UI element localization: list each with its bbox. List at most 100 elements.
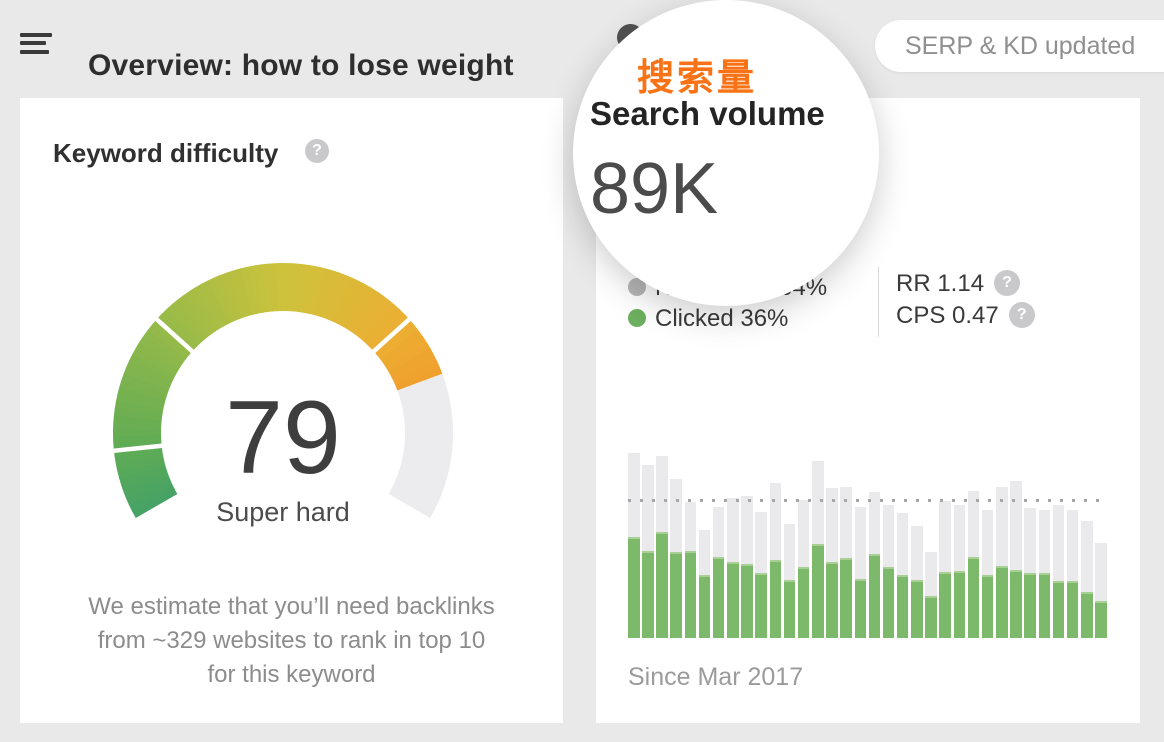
volume-bar xyxy=(925,552,937,638)
clicked-bar-segment xyxy=(981,574,994,638)
clicked-bar-segment xyxy=(769,560,782,638)
rr-help-icon[interactable] xyxy=(994,269,1021,296)
volume-bar xyxy=(1010,481,1022,638)
volume-bar xyxy=(1066,510,1079,638)
kd-description: We estimate that you’ll need backlinks f… xyxy=(40,590,543,692)
volume-bar xyxy=(981,510,994,638)
clicked-bar-segment xyxy=(1081,591,1093,638)
kd-description-line: for this keyword xyxy=(207,661,376,688)
search-volume-card: Not clicked 64% Clicked 36% RR 1.14 CPS … xyxy=(596,98,1140,723)
clicked-bar-segment xyxy=(911,579,923,638)
gauge-threshold-divider xyxy=(152,314,197,356)
clicked-bar-segment xyxy=(684,550,697,638)
volume-bar xyxy=(826,488,838,638)
not-clicked-dot-icon xyxy=(628,278,646,296)
volume-bar xyxy=(755,511,767,638)
clicked-bar-segment xyxy=(670,551,682,638)
clicked-bar-segment xyxy=(1010,569,1022,638)
volume-bar xyxy=(684,501,697,638)
clicked-bar-segment xyxy=(826,561,838,638)
volume-bar xyxy=(953,504,966,638)
clicked-bar-segment xyxy=(698,574,711,638)
volume-bar xyxy=(727,498,739,638)
volume-bar xyxy=(1081,520,1093,638)
volume-bar xyxy=(896,513,909,638)
search-volume-value: 89K xyxy=(590,149,719,229)
clicked-bar-segment xyxy=(1066,580,1079,638)
average-volume-dotted-line xyxy=(628,499,1107,503)
clicked-bar-segment xyxy=(1024,573,1036,638)
volume-bar xyxy=(911,526,923,638)
volume-bar xyxy=(1038,510,1051,638)
clicked-bar-segment xyxy=(656,531,668,638)
clicked-bar-segment xyxy=(1052,581,1065,638)
clicked-stat: Clicked 36% xyxy=(655,305,789,332)
clicked-bar-segment xyxy=(868,554,881,638)
return-rate-stat: RR 1.14 xyxy=(896,269,1021,298)
volume-bar xyxy=(868,491,881,638)
volume-bar xyxy=(854,507,866,638)
clicked-bar-segment xyxy=(925,596,937,638)
volume-bar xyxy=(812,461,824,638)
chinese-annotation: 搜索量 xyxy=(637,57,757,98)
magnifier-callout: 搜索量 Search volume 89K xyxy=(573,0,879,306)
clicked-bar-segment xyxy=(882,566,895,638)
cps-help-icon[interactable] xyxy=(1008,301,1035,328)
volume-bar xyxy=(783,524,796,638)
clicks-per-search-value: CPS 0.47 xyxy=(896,302,999,329)
keyword-difficulty-card: Keyword difficulty 79 Super hard We esti… xyxy=(20,98,563,723)
volume-bar xyxy=(698,529,711,638)
gauge-threshold-divider xyxy=(369,314,414,356)
since-date-label: Since Mar 2017 xyxy=(628,663,804,691)
clicked-bar-segment xyxy=(812,544,824,638)
stats-divider xyxy=(878,267,879,337)
clicked-bar-segment xyxy=(642,550,654,638)
kd-score-label: Super hard xyxy=(216,497,350,527)
volume-bar xyxy=(840,487,852,638)
search-volume-history-chart xyxy=(628,445,1107,638)
volume-bar xyxy=(670,478,682,638)
kd-gauge xyxy=(109,263,453,518)
serp-kd-updated-label: SERP & KD updated xyxy=(905,31,1136,60)
clicked-bar-segment xyxy=(840,558,852,638)
clicked-bar-segment xyxy=(1038,573,1051,638)
volume-bar xyxy=(1095,543,1107,638)
clicked-dot-icon xyxy=(628,309,646,327)
clicked-bar-segment xyxy=(783,579,796,638)
volume-bar xyxy=(939,500,951,638)
kd-card-title: Keyword difficulty xyxy=(53,138,279,168)
volume-bar xyxy=(628,453,640,638)
clicked-bar-segment xyxy=(797,566,810,638)
clicked-bar-segment xyxy=(712,556,725,638)
serp-kd-updated-button[interactable]: SERP & KD updated xyxy=(875,20,1164,72)
clicks-per-search-stat: CPS 0.47 xyxy=(896,301,1035,330)
volume-bar xyxy=(996,487,1008,638)
volume-bar xyxy=(656,456,668,638)
clicked-bar-segment xyxy=(896,574,909,638)
kd-description-line: from ~329 websites to rank in top 10 xyxy=(97,627,486,654)
gauge-threshold-divider xyxy=(109,443,166,454)
volume-bar xyxy=(1052,504,1065,638)
page-title: Overview: how to lose weight xyxy=(88,49,514,83)
volume-bar xyxy=(642,465,654,638)
kd-help-icon[interactable] xyxy=(305,139,329,163)
clicked-bar-segment xyxy=(953,571,966,638)
volume-bar xyxy=(882,505,895,638)
volume-bar xyxy=(712,506,725,638)
clicked-bar-segment xyxy=(996,565,1008,638)
clicked-bar-segment xyxy=(755,572,767,638)
volume-bar xyxy=(967,491,980,638)
volume-bar xyxy=(741,495,753,638)
clicked-bar-segment xyxy=(939,572,951,638)
clicked-bar-segment xyxy=(727,562,739,638)
kd-score: 79 xyxy=(225,380,341,496)
volume-bar xyxy=(797,500,810,638)
menu-icon[interactable] xyxy=(20,33,54,57)
clicked-bar-segment xyxy=(741,564,753,638)
volume-bar xyxy=(1024,508,1036,638)
clicked-bar-segment xyxy=(628,536,640,638)
clicked-bar-segment xyxy=(967,557,980,638)
search-volume-label: Search volume xyxy=(590,95,825,132)
clicked-bar-segment xyxy=(1095,600,1107,638)
